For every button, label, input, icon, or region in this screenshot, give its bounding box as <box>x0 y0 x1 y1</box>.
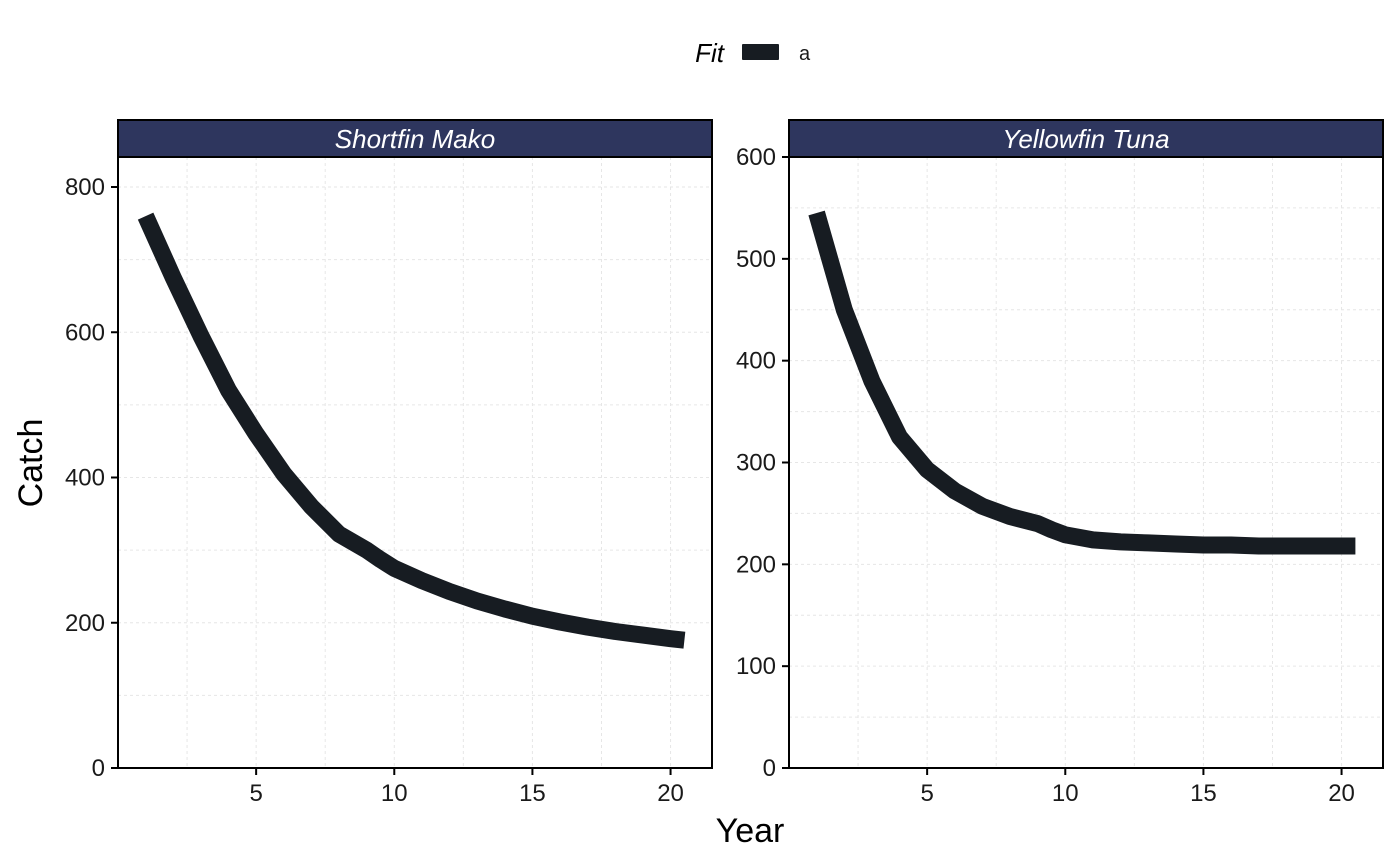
x-axis-title: Year <box>716 812 785 850</box>
y-tick-label: 0 <box>763 755 776 782</box>
x-tick-label: 10 <box>1052 780 1079 807</box>
x-tick-label: 20 <box>657 780 684 807</box>
y-tick-label: 300 <box>736 450 776 477</box>
series-line-a <box>137 212 686 649</box>
y-tick-label: 200 <box>65 610 105 637</box>
facet-strip <box>117 119 713 158</box>
x-tick-label: 10 <box>381 780 408 807</box>
x-tick-label: 15 <box>1190 780 1217 807</box>
y-tick-label: 200 <box>736 551 776 578</box>
facet-panel-1: Yellowfin Tuna 0 100 200 300 400 500 600 5 10 15 20 <box>736 119 1384 807</box>
legend-title: Fit <box>695 38 726 68</box>
y-axis-title: Catch <box>12 419 50 508</box>
legend-key-swatch <box>742 44 779 60</box>
series-line-a <box>808 210 1356 555</box>
y-tick-label: 0 <box>92 755 105 782</box>
y-tick-label: 600 <box>736 144 776 171</box>
x-tick-label: 20 <box>1328 780 1355 807</box>
panel-border <box>117 156 713 769</box>
legend-key-label: a <box>799 43 811 65</box>
y-tick-label: 600 <box>65 319 105 346</box>
facet-strip <box>788 119 1384 158</box>
facet-panel-0: Shortfin Mako 0 200 400 600 800 5 10 15 20 <box>65 119 713 807</box>
facet-strip-title: Yellowfin Tuna <box>1002 124 1169 154</box>
y-tick-label: 400 <box>65 465 105 492</box>
facet-strip-title: Shortfin Mako <box>335 124 495 154</box>
y-tick-label: 100 <box>736 653 776 680</box>
legend: Fit a <box>695 38 811 68</box>
x-tick-label: 15 <box>519 780 546 807</box>
y-tick-label: 400 <box>736 348 776 375</box>
x-tick-label: 5 <box>249 780 262 807</box>
x-tick-label: 5 <box>920 780 933 807</box>
y-tick-label: 500 <box>736 246 776 273</box>
y-tick-label: 800 <box>65 174 105 201</box>
